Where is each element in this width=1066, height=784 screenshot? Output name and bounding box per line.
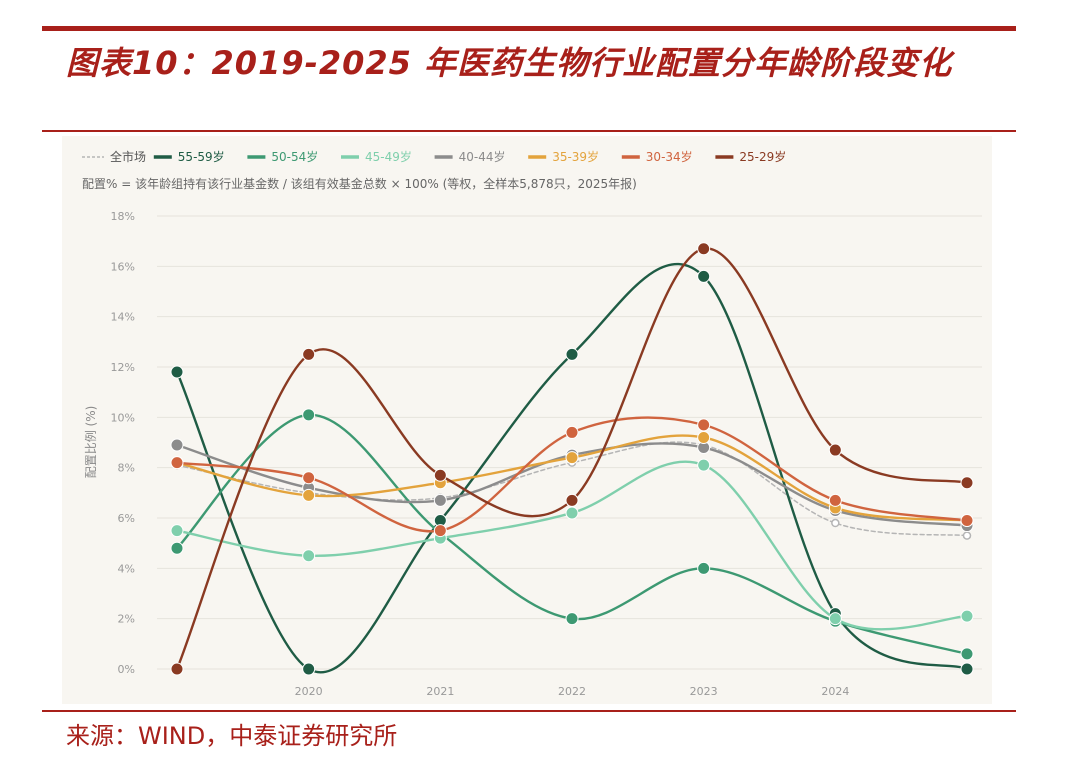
legend-label: 25-29岁 [739, 149, 786, 164]
data-point [828, 443, 842, 457]
data-point [697, 458, 711, 472]
legend-label: 40-44岁 [459, 149, 506, 164]
data-point [960, 647, 974, 661]
data-point [697, 430, 711, 444]
data-point [565, 425, 579, 439]
data-point [697, 418, 711, 432]
data-point [565, 347, 579, 361]
series-line [175, 460, 969, 631]
chart-panel: 0% 2% 4% 6% 8% 10% 12% 14% 16% 18% 2020 2021 2022 202… [62, 136, 992, 704]
data-point [960, 476, 974, 490]
y-tick-label: 6% [118, 512, 135, 525]
data-point [960, 662, 974, 676]
data-point [831, 518, 840, 528]
top-rule [42, 26, 1016, 31]
legend-layer: 全市场 55-59岁 50-54岁 45-49岁 40-44岁 35-39岁 30-34岁 2… [82, 149, 786, 164]
y-tick-label: 12% [111, 361, 135, 374]
y-tick-label: 8% [118, 462, 135, 475]
data-point [565, 451, 579, 465]
data-point [170, 365, 184, 379]
data-point [170, 456, 184, 470]
data-point [828, 493, 842, 507]
x-tick-label: 2022 [558, 685, 586, 698]
title-rule [42, 130, 1016, 132]
y-axis-label: 配置比例 (%) [84, 406, 98, 479]
y-tick-label: 10% [111, 411, 135, 424]
data-point [565, 493, 579, 507]
y-tick-label: 18% [111, 210, 135, 223]
data-point [697, 269, 711, 283]
source-note: 来源：WIND，中泰证券研究所 [66, 722, 398, 750]
x-tick-label: 2023 [690, 685, 718, 698]
data-point [302, 488, 316, 502]
legend-label: 35-39岁 [552, 149, 599, 164]
y-tick-label: 14% [111, 311, 135, 324]
data-point [170, 662, 184, 676]
series-layer [170, 242, 974, 676]
line-chart: 0% 2% 4% 6% 8% 10% 12% 14% 16% 18% 2020 2021 2022 202… [82, 149, 982, 698]
data-point [170, 541, 184, 555]
data-point [170, 524, 184, 538]
y-tick-label: 2% [118, 613, 135, 626]
data-point [565, 612, 579, 626]
data-point [960, 609, 974, 623]
data-point [302, 471, 316, 485]
data-point [302, 662, 316, 676]
data-point [960, 514, 974, 528]
x-tick-label: 2021 [426, 685, 454, 698]
x-tick-label: 2024 [821, 685, 849, 698]
data-point [302, 347, 316, 361]
data-point [302, 549, 316, 563]
data-point [433, 524, 447, 538]
data-point [962, 531, 972, 540]
data-point [697, 561, 711, 575]
data-point [433, 493, 447, 507]
bottom-rule [42, 710, 1016, 712]
axis-layer: 0% 2% 4% 6% 8% 10% 12% 14% 16% 18% 2020 2021 2022 202… [111, 210, 850, 698]
data-point [170, 438, 184, 452]
data-point [433, 468, 447, 482]
y-tick-label: 0% [118, 663, 135, 676]
legend-label: 50-54岁 [271, 149, 318, 164]
chart-subtitle: 配置% = 该年龄组持有该行业基金数 / 该组有效基金总数 × 100% (等权… [82, 176, 637, 191]
data-point [302, 408, 316, 422]
data-point [697, 242, 711, 256]
legend-label: 30-34岁 [646, 149, 693, 164]
legend-label: 55-59岁 [178, 149, 225, 164]
grid-layer [157, 215, 982, 670]
legend-label: 全市场 [110, 149, 146, 164]
y-tick-label: 16% [111, 260, 135, 273]
data-point [828, 612, 842, 626]
legend-label: 45-49岁 [365, 149, 412, 164]
x-tick-label: 2020 [295, 685, 323, 698]
chart-title: 图表10：2019-2025 年医药生物行业配置分年龄阶段变化 [66, 44, 953, 82]
y-tick-label: 4% [118, 562, 135, 575]
data-point [565, 506, 579, 520]
